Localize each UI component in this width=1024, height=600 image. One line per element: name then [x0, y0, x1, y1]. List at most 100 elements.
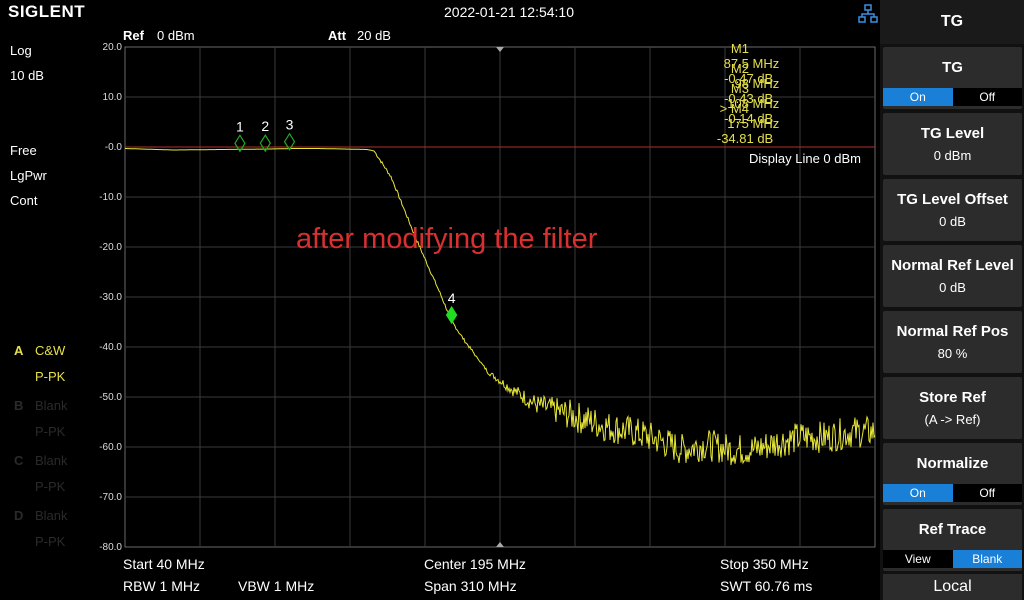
- normal-ref-pos-label: Normal Ref Pos: [896, 323, 1009, 340]
- marker-3-row[interactable]: M3 108 MHz -0.14 dB: [700, 66, 779, 126]
- y-tick-label: -60.0: [99, 442, 122, 453]
- tg-level-offset-value: 0 dB: [939, 214, 966, 229]
- marker-4-label: 4: [448, 290, 456, 306]
- normalize-on-option[interactable]: On: [883, 484, 953, 502]
- store-ref-label: Store Ref: [919, 389, 986, 406]
- ref-trace-view-option[interactable]: View: [883, 550, 953, 568]
- y-tick-label: -70.0: [99, 492, 122, 503]
- y-axis-ticks: 20.0 10.0 -0.0 -10.0 -20.0 -30.0 -40.0 -50.0 -60…: [99, 42, 122, 553]
- normal-ref-pos-value: 80 %: [937, 346, 968, 361]
- normalize-label: Normalize: [916, 455, 989, 472]
- display-line-label: Display Line 0 dBm: [749, 151, 861, 166]
- tg-off-option[interactable]: Off: [952, 88, 1022, 106]
- marker-1-row[interactable]: M1 87.5 MHz -0.47 dB: [700, 26, 780, 86]
- trace-c-type: Blank: [35, 453, 68, 468]
- scale-div: 10 dB: [10, 68, 44, 83]
- normal-ref-pos-softkey[interactable]: Normal Ref Pos 80 %: [883, 311, 1022, 373]
- rbw[interactable]: RBW 1 MHz: [123, 578, 200, 594]
- trace-a-type: C&W: [35, 343, 66, 358]
- trace-c-det: P-PK: [35, 479, 66, 494]
- y-tick-label: -20.0: [99, 242, 122, 253]
- marker-4-name: M4: [730, 101, 749, 116]
- trace-b-letter[interactable]: B: [14, 398, 24, 413]
- store-ref-softkey[interactable]: Store Ref (A -> Ref): [883, 377, 1022, 439]
- tg-on-option[interactable]: On: [883, 88, 953, 106]
- marker-4-row[interactable]: > M4 175 MHz -34.81 dB: [700, 86, 779, 146]
- att-value[interactable]: 20 dB: [357, 28, 391, 43]
- y-tick-label: -30.0: [99, 292, 122, 303]
- trace-d-det: P-PK: [35, 534, 66, 549]
- store-ref-value: (A -> Ref): [924, 412, 981, 427]
- marker-2-row[interactable]: M2 98 MHz -0.43 dB: [700, 46, 779, 106]
- normalize-softkey[interactable]: Normalize On Off: [883, 443, 1022, 505]
- center-freq[interactable]: Center 195 MHz: [424, 556, 526, 572]
- y-tick-label: 20.0: [103, 42, 123, 53]
- marker-3-freq: 108 MHz: [727, 96, 780, 111]
- marker-2-name: M2: [730, 61, 749, 76]
- sweep-time[interactable]: SWT 60.76 ms: [720, 578, 813, 594]
- tg-level-label: TG Level: [920, 125, 985, 142]
- trace-b-type: Blank: [35, 398, 68, 413]
- trace-a-line: [125, 148, 876, 466]
- center-bottom-tick: [496, 542, 504, 547]
- normal-ref-level-label: Normal Ref Level: [891, 257, 1014, 274]
- network-icon: [858, 4, 878, 23]
- center-top-tick: [496, 47, 504, 52]
- normal-ref-level-value: 0 dB: [939, 280, 966, 295]
- tg-level-offset-softkey[interactable]: TG Level Offset 0 dB: [883, 179, 1022, 241]
- sweep-mode: Cont: [10, 193, 38, 208]
- y-tick-label: -40.0: [99, 342, 122, 353]
- marker-4-level: -34.81 dB: [716, 131, 774, 146]
- att-label: Att: [328, 28, 347, 43]
- tg-level-softkey[interactable]: TG Level 0 dBm: [883, 113, 1022, 175]
- start-freq[interactable]: Start 40 MHz: [123, 556, 205, 572]
- ref-trace-label: Ref Trace: [918, 521, 987, 538]
- marker-3-level: -0.14 dB: [724, 111, 774, 126]
- marker-2-freq: 98 MHz: [734, 76, 780, 91]
- spectrum-chart[interactable]: 20.0 10.0 -0.0 -10.0 -20.0 -30.0 -40.0 -50.0 -60…: [0, 0, 880, 600]
- span[interactable]: Span 310 MHz: [424, 578, 517, 594]
- trace-d-type: Blank: [35, 508, 68, 523]
- trace-c-letter[interactable]: C: [14, 453, 24, 468]
- stop-freq[interactable]: Stop 350 MHz: [720, 556, 809, 572]
- tg-label: TG: [942, 59, 963, 76]
- vbw[interactable]: VBW 1 MHz: [238, 578, 315, 594]
- marker-1-diamond: [234, 134, 246, 153]
- marker-4-diamond: [445, 305, 458, 325]
- ref-trace-blank-option[interactable]: Blank: [952, 550, 1022, 568]
- marker-3-label: 3: [286, 117, 294, 133]
- trace-a-det: P-PK: [35, 369, 66, 384]
- markers: 1 2 3 4: [234, 117, 458, 325]
- menu-title: TG: [880, 0, 1024, 44]
- y-tick-label: 10.0: [103, 92, 123, 103]
- ref-value[interactable]: 0 dBm: [157, 28, 195, 43]
- trace-b-det: P-PK: [35, 424, 66, 439]
- normalize-off-option[interactable]: Off: [952, 484, 1022, 502]
- trace-a-letter[interactable]: A: [14, 343, 24, 358]
- marker-1-freq: 87.5 MHz: [723, 56, 780, 71]
- tg-level-value: 0 dBm: [933, 148, 972, 163]
- datetime: 2022-01-21 12:54:10: [444, 4, 574, 20]
- trace-d-letter[interactable]: D: [14, 508, 24, 523]
- annotation-text: after modifying the filter: [296, 223, 598, 255]
- marker-1-level: -0.47 dB: [724, 71, 774, 86]
- marker-1-label: 1: [236, 118, 244, 134]
- y-tick-label: -50.0: [99, 392, 122, 403]
- y-tick-label: -0.0: [105, 142, 123, 153]
- normal-ref-level-softkey[interactable]: Normal Ref Level 0 dB: [883, 245, 1022, 307]
- y-tick-label: -80.0: [99, 542, 122, 553]
- ref-trace-softkey[interactable]: Ref Trace View Blank: [883, 509, 1022, 571]
- tg-level-offset-label: TG Level Offset: [897, 191, 1008, 208]
- marker-2-diamond: [259, 134, 272, 153]
- y-tick-label: -10.0: [99, 192, 122, 203]
- marker-4-freq: 175 MHz: [727, 116, 780, 131]
- brand-logo: SIGLENT: [8, 2, 86, 21]
- detector-mode: LgPwr: [10, 168, 47, 183]
- marker-2-label: 2: [261, 118, 269, 134]
- trigger-mode: Free: [10, 143, 37, 158]
- tg-softkey[interactable]: TG On Off: [883, 47, 1022, 109]
- ref-label: Ref: [123, 28, 144, 43]
- marker-3-diamond: [283, 132, 296, 151]
- marker-3-name: M3: [730, 81, 749, 96]
- local-button[interactable]: Local: [883, 574, 1022, 600]
